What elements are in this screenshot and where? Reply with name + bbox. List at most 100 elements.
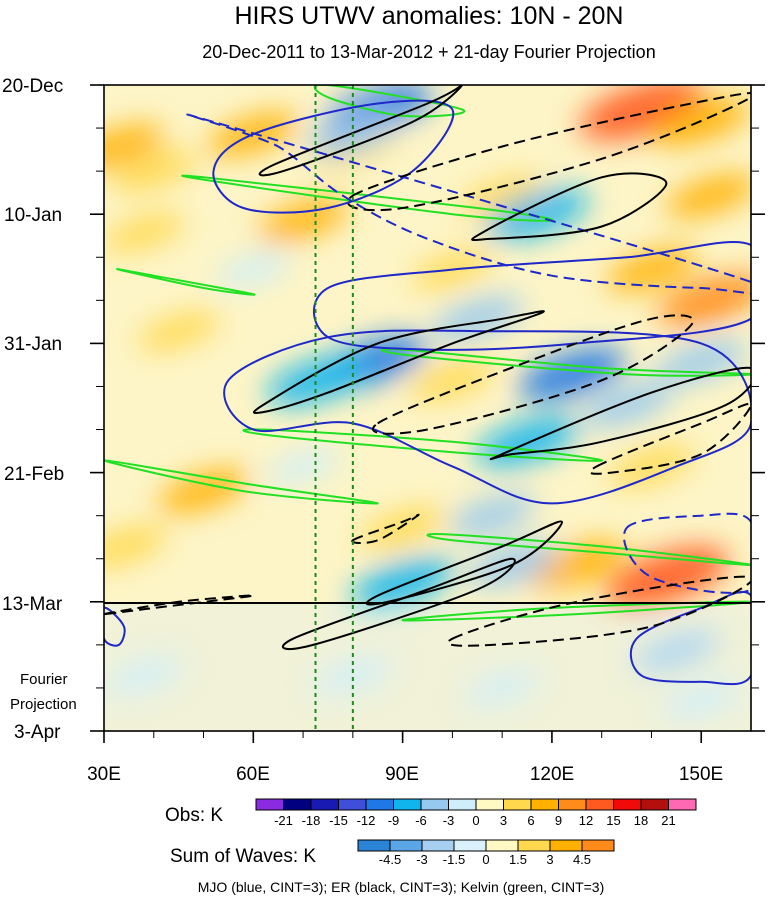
x-tick-label: 120E: [530, 764, 574, 785]
colorbar-tick-label: 21: [661, 813, 675, 828]
projection-region: [104, 603, 751, 731]
anomaly-blob: [110, 150, 197, 193]
colorbar-swatch: [558, 798, 587, 811]
er-contour: [351, 513, 420, 544]
mjo-contour: [623, 512, 751, 594]
colorbar-tick-label: -3: [416, 852, 428, 867]
colorbar-tick-label: 3: [500, 813, 507, 828]
colorbar-swatch: [485, 839, 519, 852]
obs-colorbar-label: Obs: K: [165, 805, 223, 826]
colorbar-tick-label: -15: [329, 813, 348, 828]
plot-area: [90, 84, 765, 743]
er-contour: [365, 520, 563, 606]
mjo-contour: [223, 329, 751, 505]
colorbar-swatch: [530, 798, 559, 811]
colorbar-swatch: [310, 798, 339, 811]
er-contour: [489, 366, 751, 461]
anomaly-blob: [216, 251, 291, 288]
axis-ticks: [90, 84, 765, 743]
chart-title: HIRS UTWV anomalies: 10N - 20N: [234, 2, 623, 30]
colorbar-swatch: [549, 839, 583, 852]
anomaly-blob: [266, 354, 370, 406]
anomaly-blob: [485, 188, 589, 240]
reference-longitudes: [314, 85, 354, 731]
colorbar-swatch: [668, 798, 697, 811]
er-contour: [281, 557, 516, 650]
colorbar-tick-label: -12: [357, 813, 376, 828]
kelvin-contour: [104, 459, 379, 505]
chart-subtitle: 20-Dec-2011 to 13-Mar-2012 + 21-day Four…: [202, 42, 655, 62]
y-tick-label: 31-Jan: [4, 334, 62, 355]
kelvin-contour: [313, 85, 466, 118]
colorbar-swatch: [393, 798, 422, 811]
er-contour: [446, 575, 751, 647]
er-contour: [589, 402, 751, 475]
y-tick-label: 20-Dec: [2, 76, 63, 97]
anomaly-blob: [359, 507, 446, 549]
colorbar-swatch: [448, 798, 477, 811]
kelvin-contour: [380, 348, 751, 377]
colorbar-swatch: [420, 798, 449, 811]
anomaly-blob: [633, 630, 720, 672]
y-tick-label: 13-Mar: [2, 594, 63, 615]
colorbar-swatch: [338, 798, 367, 811]
x-tick-label: 60E: [236, 764, 270, 785]
x-tick-label: 90E: [385, 764, 419, 785]
anomaly-blob: [137, 311, 220, 351]
y-tick-label: 10-Jan: [4, 205, 62, 226]
colorbar-swatch: [357, 839, 391, 852]
colorbar-tick-label: 18: [634, 813, 648, 828]
kelvin-contour: [242, 428, 603, 462]
anomaly-blob: [461, 175, 544, 216]
x-axis-labels: 30E 60E 90E 120E 150E: [87, 764, 723, 785]
colorbar-tick-label: 1.5: [509, 852, 527, 867]
colorbar-tick-label: -6: [415, 813, 427, 828]
colorbar-swatch: [365, 798, 394, 811]
colorbar-tick-label: 9: [555, 813, 562, 828]
x-tick-label: 150E: [679, 764, 723, 785]
anomaly-blob: [518, 347, 626, 401]
y-tick-label: 21-Feb: [4, 464, 64, 485]
colorbar-tick-label: 12: [579, 813, 593, 828]
projection-label: Fourier: [20, 671, 68, 688]
colorbar-tick-label: 4.5: [573, 852, 591, 867]
y-axis-labels: 20-Dec 10-Jan 31-Jan 21-Feb 13-Mar Fouri…: [2, 76, 77, 743]
er-contour: [104, 594, 255, 616]
colorbar-tick-label: 15: [606, 813, 620, 828]
er-contour: [258, 85, 464, 177]
kelvin-contour: [401, 600, 751, 622]
mjo-contour: [104, 606, 126, 647]
colorbar-swatch: [389, 839, 423, 852]
er-contour: [471, 172, 668, 241]
anomaly-blob: [579, 85, 704, 141]
colorbar-swatch: [453, 839, 487, 852]
colorbar-tick-label: -4.5: [379, 852, 401, 867]
anomaly-blob: [606, 247, 697, 292]
colorbar-swatch: [581, 839, 615, 852]
plot-frame: [103, 84, 752, 732]
anomaly-blob: [657, 273, 751, 327]
anomaly-blob: [104, 212, 185, 253]
mjo-contour: [629, 590, 751, 686]
waves-colorbar: -4.5 -3 -1.5 0 1.5 3 4.5: [357, 839, 615, 867]
x-tick-label: 30E: [87, 764, 121, 785]
colorbar-tick-label: -3: [443, 813, 455, 828]
colorbar-tick-label: 6: [527, 813, 534, 828]
colorbar-swatch: [421, 839, 455, 852]
anomaly-blob: [449, 494, 536, 537]
er-contour: [346, 92, 751, 212]
colorbar-tick-label: -9: [388, 813, 400, 828]
kelvin-contour: [116, 268, 256, 296]
obs-colorbar: -21 -18 -15 -12 -9 -6 -3 0 3 6 9 12 15 18 21: [255, 798, 697, 828]
colorbar-swatch: [475, 798, 504, 811]
anomaly-blob: [409, 359, 496, 402]
anomaly-blob: [313, 656, 392, 695]
colorbar-tick-label: -18: [302, 813, 321, 828]
kelvin-contour: [426, 532, 751, 566]
anomaly-blob: [665, 173, 751, 218]
colorbar-swatch: [503, 798, 532, 811]
anomaly-blob: [662, 681, 741, 719]
anomaly-blob: [104, 656, 183, 695]
colorbar-swatch: [255, 798, 284, 811]
